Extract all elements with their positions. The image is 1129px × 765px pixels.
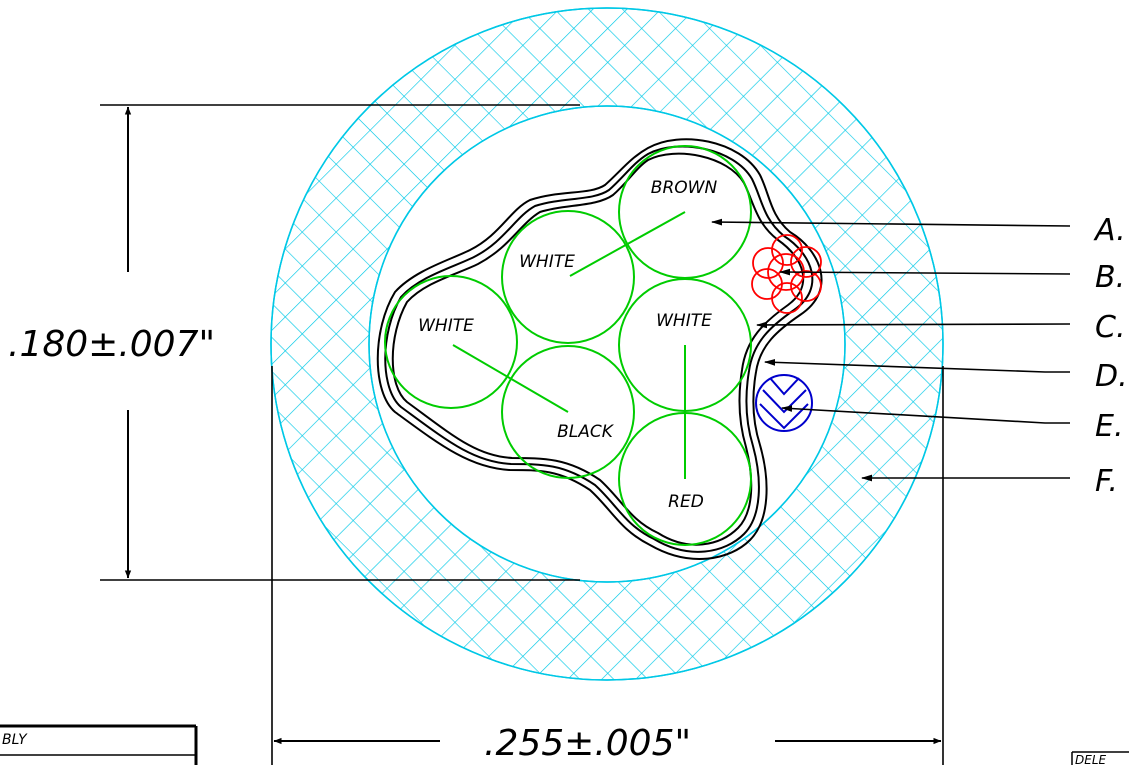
callout-d: D. xyxy=(1095,359,1128,394)
height-dimension xyxy=(100,104,580,581)
callout-f: F. xyxy=(1095,464,1118,499)
title-block-fragment xyxy=(0,724,198,765)
conductor-white-top xyxy=(501,210,635,344)
outer-jacket xyxy=(270,7,944,681)
label-red: RED xyxy=(668,492,704,512)
shield-wrap xyxy=(376,138,823,560)
conductor-black xyxy=(501,345,635,479)
callout-b: B. xyxy=(1095,260,1125,295)
callout-e: E. xyxy=(1095,409,1124,444)
label-brown: BROWN xyxy=(651,178,718,198)
width-dimension-label: .255±.005" xyxy=(484,723,691,764)
title-block-text: BLY xyxy=(2,732,28,748)
width-dimension xyxy=(271,366,944,765)
label-white-right: WHITE xyxy=(656,311,712,331)
conductor-white-left xyxy=(384,275,518,409)
label-white-left: WHITE xyxy=(418,316,474,336)
label-black: BLACK xyxy=(557,422,615,442)
corner-box-text: DELE xyxy=(1075,753,1107,765)
label-white-top: WHITE xyxy=(519,252,575,272)
callout-letters: A. B. C. D. E. F. xyxy=(1093,213,1128,499)
filler xyxy=(755,374,813,432)
callout-a: A. xyxy=(1093,213,1126,248)
callout-leaders xyxy=(710,218,1071,482)
height-dimension-label: .180±.007" xyxy=(8,324,215,365)
corner-box-fragment xyxy=(1071,751,1129,765)
conductor-labels: BROWN WHITE WHITE BLACK WHITE RED xyxy=(418,178,717,512)
callout-c: C. xyxy=(1095,310,1125,345)
conductor-leaders xyxy=(452,211,686,479)
